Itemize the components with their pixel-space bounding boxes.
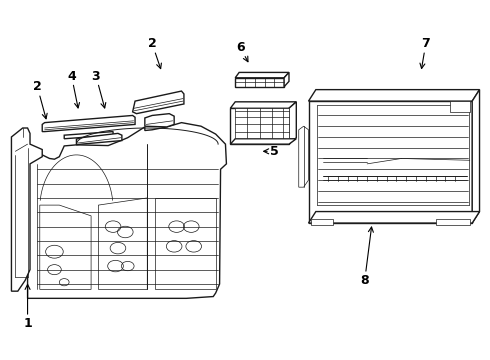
Polygon shape bbox=[299, 126, 309, 187]
Polygon shape bbox=[230, 139, 296, 144]
Polygon shape bbox=[155, 198, 216, 289]
Text: 5: 5 bbox=[264, 145, 279, 158]
Polygon shape bbox=[472, 90, 480, 223]
Text: 3: 3 bbox=[92, 69, 106, 108]
Polygon shape bbox=[450, 101, 470, 112]
Text: 7: 7 bbox=[420, 37, 430, 68]
Polygon shape bbox=[311, 220, 333, 225]
Polygon shape bbox=[436, 220, 470, 225]
Polygon shape bbox=[145, 114, 174, 127]
Polygon shape bbox=[309, 90, 480, 101]
Polygon shape bbox=[40, 205, 91, 289]
Polygon shape bbox=[289, 102, 296, 144]
Polygon shape bbox=[235, 78, 284, 87]
Polygon shape bbox=[309, 212, 480, 223]
Text: 2: 2 bbox=[148, 37, 161, 69]
Text: 1: 1 bbox=[23, 284, 32, 330]
Polygon shape bbox=[11, 128, 42, 291]
Polygon shape bbox=[230, 102, 296, 108]
Polygon shape bbox=[133, 91, 184, 114]
Text: 4: 4 bbox=[67, 69, 79, 108]
Polygon shape bbox=[235, 72, 289, 78]
Polygon shape bbox=[235, 108, 289, 138]
Text: 8: 8 bbox=[361, 227, 373, 287]
Polygon shape bbox=[284, 72, 289, 87]
Polygon shape bbox=[64, 132, 113, 139]
Polygon shape bbox=[27, 123, 226, 298]
Polygon shape bbox=[309, 101, 472, 223]
Text: 6: 6 bbox=[236, 41, 248, 62]
Polygon shape bbox=[42, 116, 135, 132]
Polygon shape bbox=[98, 198, 147, 289]
Polygon shape bbox=[230, 108, 289, 144]
Text: 2: 2 bbox=[33, 80, 47, 119]
Polygon shape bbox=[76, 134, 122, 145]
